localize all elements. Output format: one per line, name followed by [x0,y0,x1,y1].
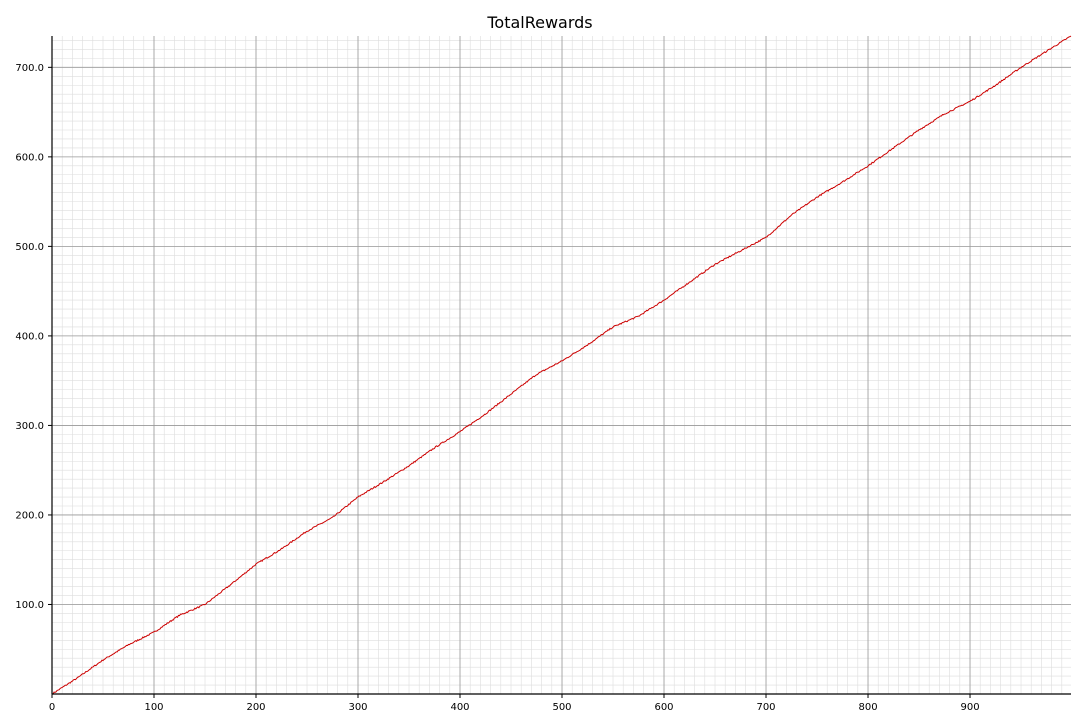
y-tick-label: 300.0 [15,421,44,432]
chart-title: TotalRewards [486,13,592,32]
x-tick-label: 100 [144,702,163,713]
x-tick-label: 700 [756,702,775,713]
x-axis-ticks: 0 100 200 300 400 500 600 700 800 900 [49,694,980,713]
x-tick-label: 300 [348,702,367,713]
y-tick-label: 100.0 [15,600,44,611]
y-tick-label: 700.0 [15,63,44,74]
x-tick-label: 500 [552,702,571,713]
axes [51,36,1071,695]
y-tick-label: 400.0 [15,331,44,342]
x-tick-label: 800 [858,702,877,713]
x-tick-label: 900 [960,702,979,713]
x-tick-label: 400 [450,702,469,713]
major-grid [51,36,1071,694]
x-tick-label: 0 [49,702,55,713]
y-tick-label: 500.0 [15,242,44,253]
y-axis-ticks: 100.0 200.0 300.0 400.0 500.0 600.0 700.0 [15,63,52,611]
y-tick-label: 600.0 [15,152,44,163]
total-rewards-series-line [51,35,1072,695]
x-tick-label: 600 [654,702,673,713]
x-tick-label: 200 [246,702,265,713]
y-tick-label: 200.0 [15,510,44,521]
